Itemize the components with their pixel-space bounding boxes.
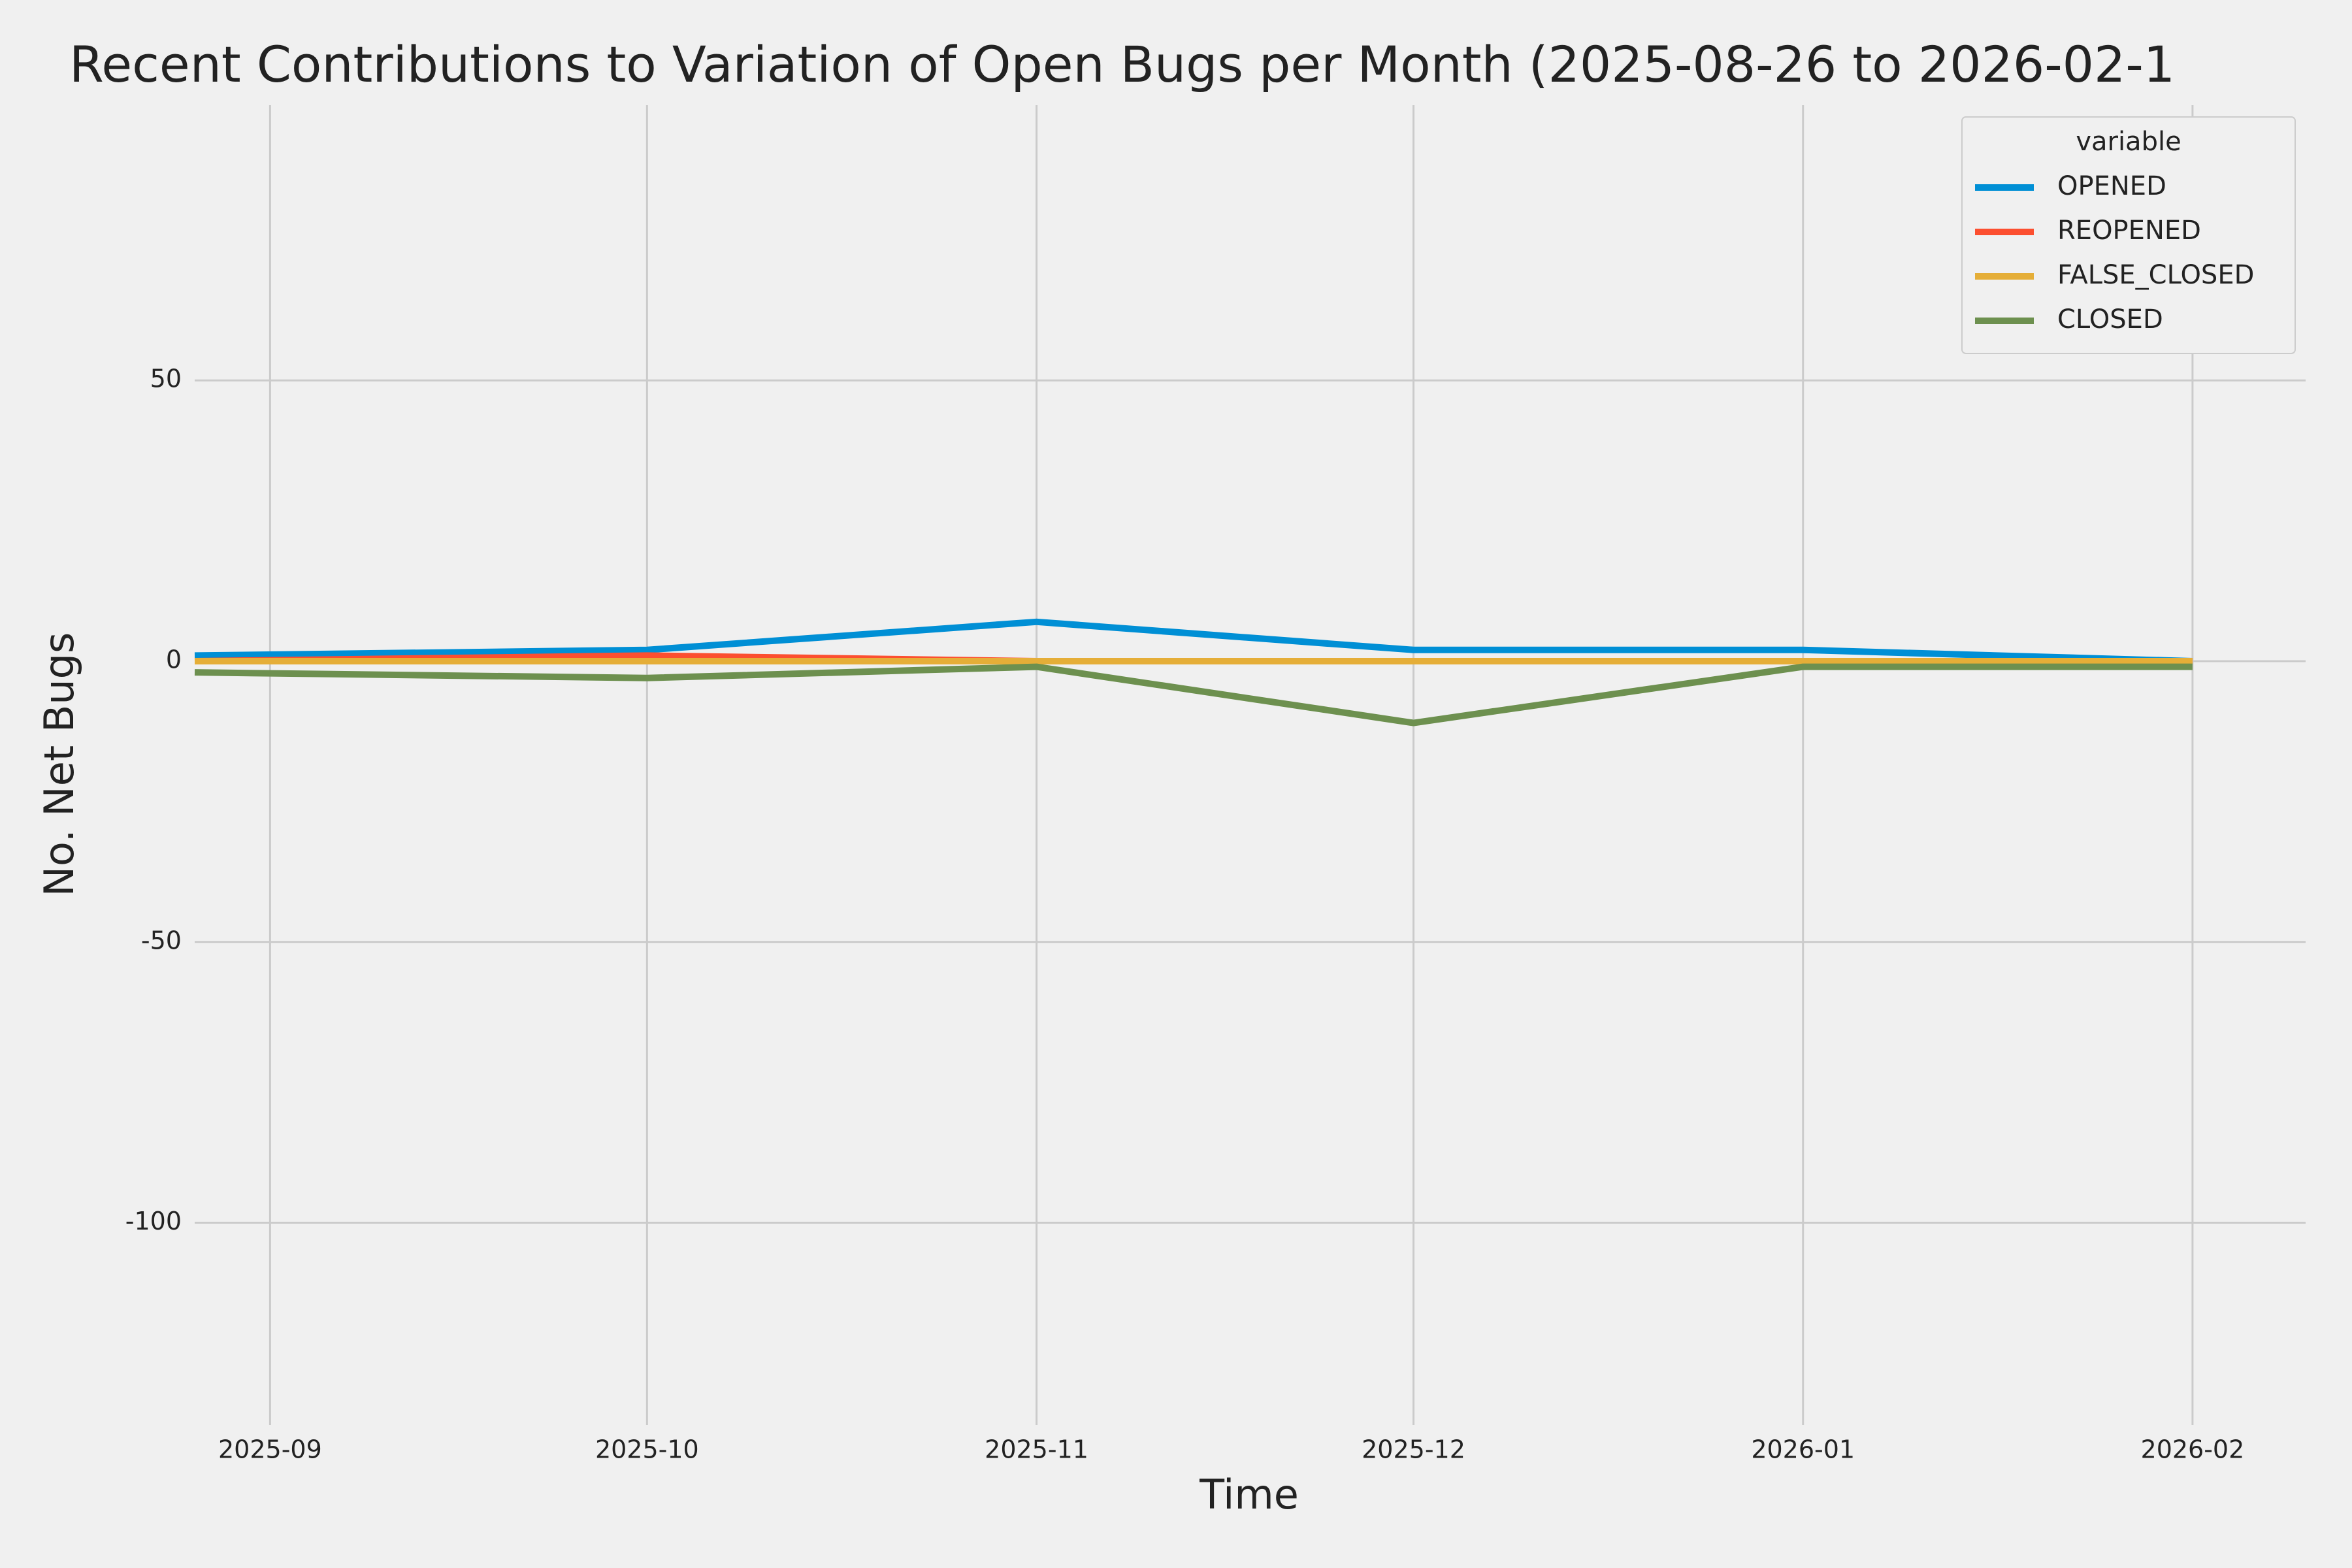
lines (194, 618, 2193, 727)
y-tick-label: 50 (150, 365, 182, 393)
x-tick-label: 2025-09 (218, 1435, 322, 1464)
legend-label: CLOSED (2057, 304, 2163, 335)
legend-label: REOPENED (2057, 216, 2201, 246)
x-tick-label: 2025-10 (595, 1435, 699, 1464)
legend-label: OPENED (2057, 171, 2166, 201)
legend: variable OPENED REOPENED FALSE_CLOSED CLOSED (1961, 116, 2296, 354)
legend-box (1961, 116, 2296, 354)
y-tick-label: -100 (125, 1207, 182, 1235)
y-axis-label: No. Net Bugs (35, 632, 83, 897)
chart-title: Recent Contributions to Variation of Ope… (69, 35, 2175, 93)
series-line (194, 618, 2193, 664)
legend-label: FALSE_CLOSED (2057, 260, 2254, 290)
x-tick-label: 2025-11 (985, 1435, 1088, 1464)
series-line (194, 663, 2193, 727)
x-tick-label: 2025-12 (1362, 1435, 1465, 1464)
y-tick-label: 0 (166, 645, 182, 674)
y-tick-label: -50 (141, 926, 182, 955)
x-tick-label: 2026-02 (2141, 1435, 2245, 1464)
legend-title: variable (2076, 127, 2181, 157)
x-axis-label: Time (1199, 1471, 1299, 1518)
x-tick-label: 2026-01 (1751, 1435, 1855, 1464)
